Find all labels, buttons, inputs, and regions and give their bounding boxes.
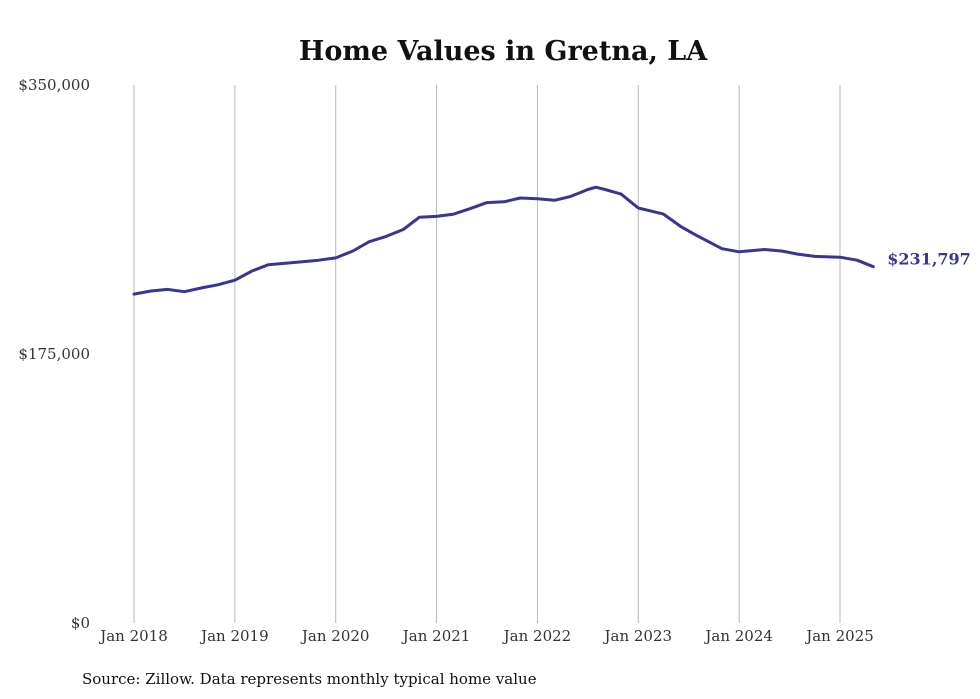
x-tick-label: Jan 2019 [199, 627, 269, 645]
source-note: Source: Zillow. Data represents monthly … [82, 670, 537, 688]
end-value-label: $231,797 [887, 250, 971, 269]
y-tick-label: $350,000 [18, 76, 90, 94]
x-tick-label: Jan 2018 [98, 627, 168, 645]
chart-title: Home Values in Gretna, LA [299, 36, 708, 67]
gridlines [133, 85, 841, 623]
y-tick-label: $0 [71, 614, 90, 632]
x-tick-label: Jan 2024 [703, 627, 773, 645]
y-axis-ticks: $0 $175,000 $350,000 [18, 76, 90, 632]
x-tick-label: Jan 2022 [502, 627, 572, 645]
y-tick-label: $175,000 [18, 345, 90, 363]
series-line [132, 185, 875, 296]
x-tick-label: Jan 2023 [603, 627, 673, 645]
x-tick-label: Jan 2025 [804, 627, 874, 645]
series-layer: $231,797 [132, 185, 971, 296]
x-tick-label: Jan 2021 [401, 627, 471, 645]
x-tick-label: Jan 2020 [300, 627, 370, 645]
x-axis-ticks: Jan 2018 Jan 2019 Jan 2020 Jan 2021 Jan 2022… [98, 627, 874, 645]
